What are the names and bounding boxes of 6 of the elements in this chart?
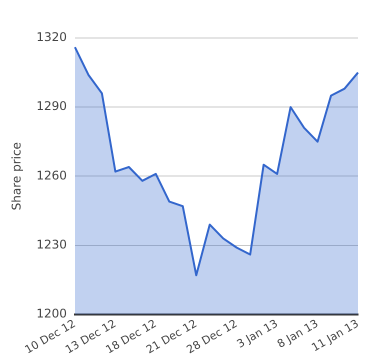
y-tick-label: 1290: [36, 99, 67, 114]
y-tick-label: 1260: [36, 168, 67, 182]
y-tick-label: 1320: [36, 30, 67, 44]
y-tick-label: 1230: [36, 237, 67, 252]
y-tick-label: 1200: [36, 306, 67, 321]
y-axis-title: Share price: [9, 142, 24, 210]
